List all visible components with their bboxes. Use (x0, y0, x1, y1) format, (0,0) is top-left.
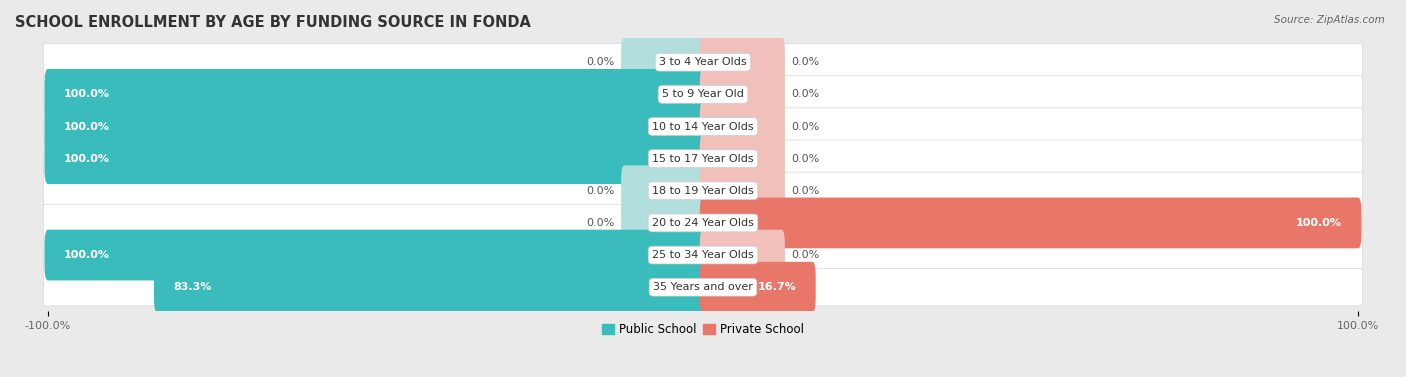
Text: 100.0%: 100.0% (65, 250, 110, 260)
Text: 0.0%: 0.0% (792, 154, 820, 164)
Text: 20 to 24 Year Olds: 20 to 24 Year Olds (652, 218, 754, 228)
FancyBboxPatch shape (700, 101, 785, 152)
Text: SCHOOL ENROLLMENT BY AGE BY FUNDING SOURCE IN FONDA: SCHOOL ENROLLMENT BY AGE BY FUNDING SOUR… (15, 15, 531, 30)
Text: 3 to 4 Year Olds: 3 to 4 Year Olds (659, 57, 747, 67)
Text: Source: ZipAtlas.com: Source: ZipAtlas.com (1274, 15, 1385, 25)
Text: 5 to 9 Year Old: 5 to 9 Year Old (662, 89, 744, 100)
FancyBboxPatch shape (700, 198, 1361, 248)
FancyBboxPatch shape (700, 69, 785, 120)
Text: 100.0%: 100.0% (1296, 218, 1341, 228)
FancyBboxPatch shape (45, 133, 706, 184)
Text: 10 to 14 Year Olds: 10 to 14 Year Olds (652, 121, 754, 132)
FancyBboxPatch shape (44, 236, 1362, 274)
FancyBboxPatch shape (700, 166, 785, 216)
FancyBboxPatch shape (700, 37, 785, 87)
Text: 18 to 19 Year Olds: 18 to 19 Year Olds (652, 186, 754, 196)
Legend: Public School, Private School: Public School, Private School (598, 319, 808, 341)
FancyBboxPatch shape (44, 172, 1362, 210)
FancyBboxPatch shape (44, 204, 1362, 242)
FancyBboxPatch shape (44, 76, 1362, 113)
FancyBboxPatch shape (700, 133, 785, 184)
Text: 0.0%: 0.0% (792, 89, 820, 100)
Text: 15 to 17 Year Olds: 15 to 17 Year Olds (652, 154, 754, 164)
Text: 100.0%: 100.0% (65, 89, 110, 100)
Text: 16.7%: 16.7% (758, 282, 796, 292)
FancyBboxPatch shape (44, 140, 1362, 177)
Text: 35 Years and over: 35 Years and over (652, 282, 754, 292)
FancyBboxPatch shape (621, 37, 706, 87)
Text: 0.0%: 0.0% (586, 186, 614, 196)
Text: 0.0%: 0.0% (586, 218, 614, 228)
FancyBboxPatch shape (45, 230, 706, 280)
FancyBboxPatch shape (153, 262, 706, 313)
Text: 0.0%: 0.0% (792, 121, 820, 132)
Text: 83.3%: 83.3% (173, 282, 212, 292)
FancyBboxPatch shape (621, 166, 706, 216)
FancyBboxPatch shape (700, 230, 785, 280)
FancyBboxPatch shape (44, 44, 1362, 81)
FancyBboxPatch shape (621, 198, 706, 248)
Text: 100.0%: 100.0% (65, 121, 110, 132)
FancyBboxPatch shape (44, 268, 1362, 306)
Text: 0.0%: 0.0% (792, 186, 820, 196)
FancyBboxPatch shape (45, 69, 706, 120)
Text: 25 to 34 Year Olds: 25 to 34 Year Olds (652, 250, 754, 260)
Text: 0.0%: 0.0% (792, 250, 820, 260)
FancyBboxPatch shape (44, 108, 1362, 145)
Text: 0.0%: 0.0% (792, 57, 820, 67)
FancyBboxPatch shape (700, 262, 815, 313)
FancyBboxPatch shape (45, 101, 706, 152)
Text: 0.0%: 0.0% (586, 57, 614, 67)
Text: 100.0%: 100.0% (65, 154, 110, 164)
